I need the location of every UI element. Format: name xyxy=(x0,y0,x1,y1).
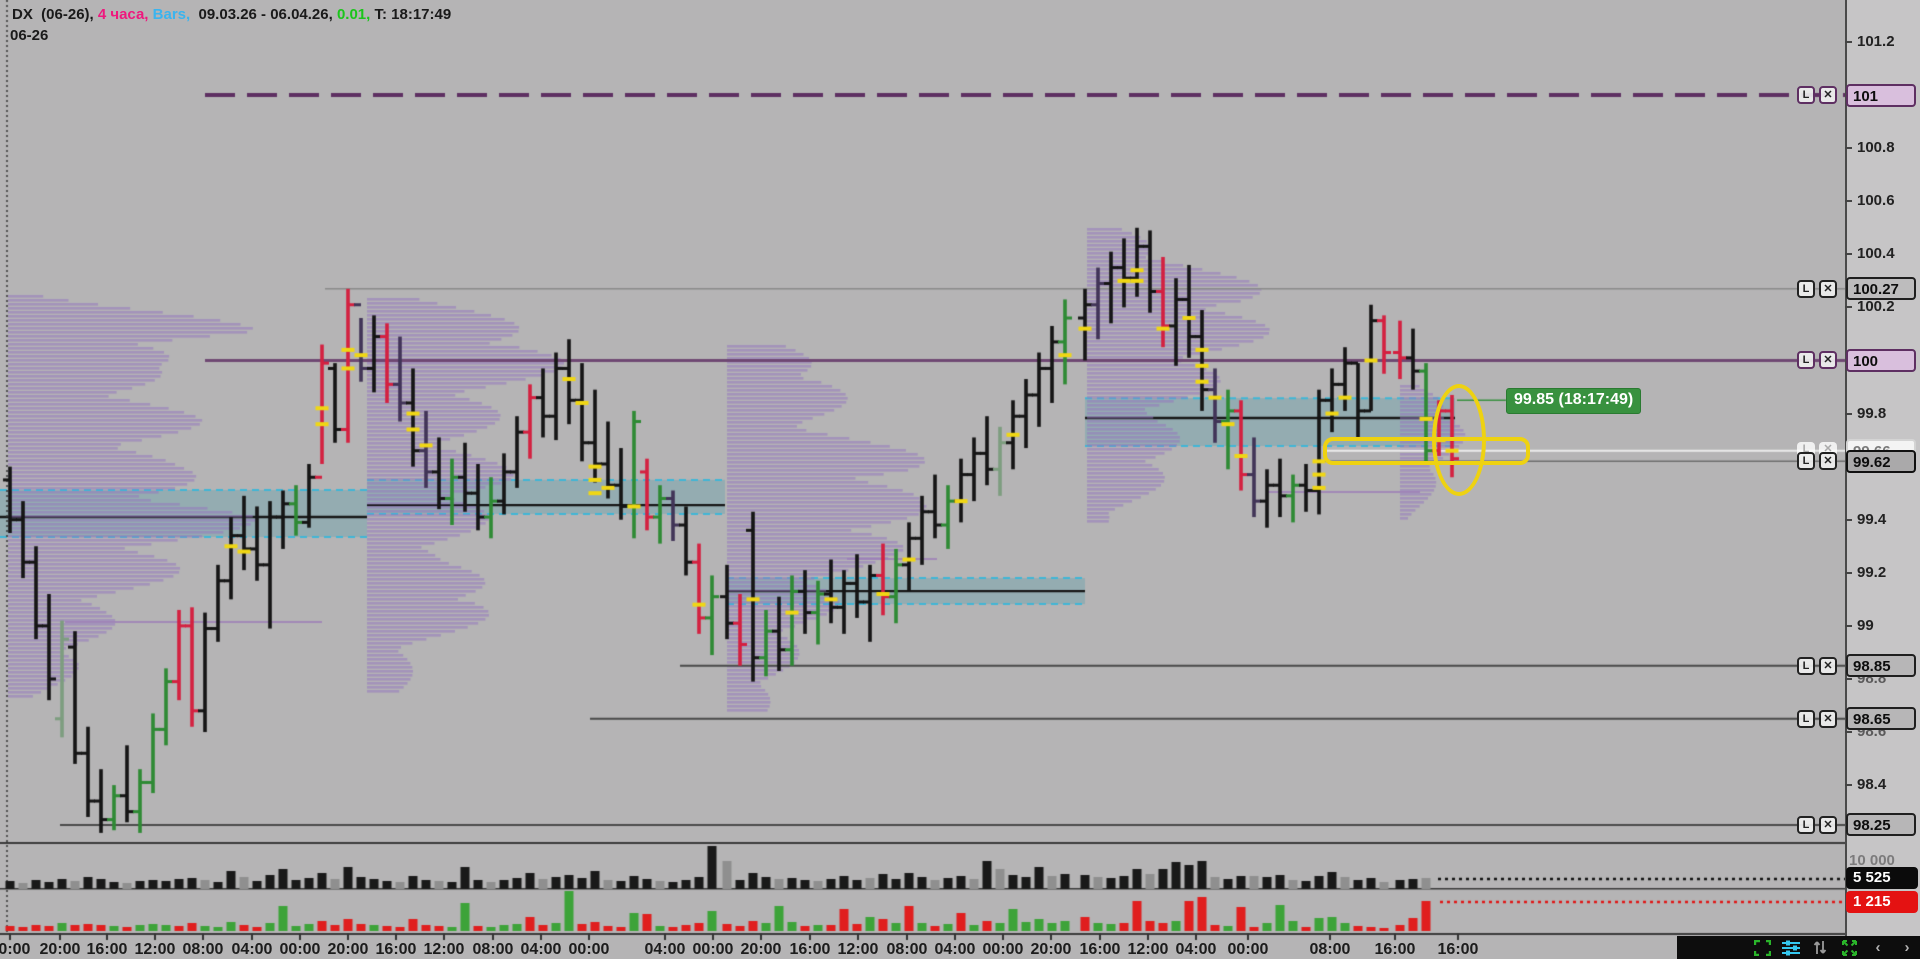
date-range-label: 09.03.26 - 06.04.26, xyxy=(198,6,337,23)
tick-step-label: 0.01, xyxy=(336,6,375,23)
level-close-button-98.25[interactable]: ✕ xyxy=(1819,815,1837,834)
time-axis-label: 04:00 xyxy=(644,941,686,958)
price-level-tag-99.62[interactable]: 99.62 xyxy=(1846,449,1916,473)
price-tick-mark xyxy=(1845,624,1852,627)
price-level-tag-98.85[interactable]: 98.85 xyxy=(1846,654,1916,678)
price-tick-label: 99.4 xyxy=(1857,510,1887,528)
price-tick-label: 100.4 xyxy=(1857,245,1895,263)
price-tick-label: 98.4 xyxy=(1857,776,1887,794)
cumulative-delta-badge: 1 215 xyxy=(1846,891,1918,913)
time-axis-label: 00:00 xyxy=(982,941,1024,958)
time-axis-label: 20:00 xyxy=(327,941,369,958)
autoscale-arrows-icon[interactable] xyxy=(1810,939,1830,957)
level-limit-button-98.65[interactable]: L xyxy=(1797,709,1815,728)
maximize-icon[interactable] xyxy=(1839,939,1859,957)
price-level-tag-98.65[interactable]: 98.65 xyxy=(1846,707,1916,731)
chart-style-label: Bars, xyxy=(152,6,199,23)
time-axis-label: 20:00 xyxy=(39,941,81,958)
price-tick-label: 101.2 xyxy=(1857,33,1895,50)
level-limit-button-98.85[interactable]: L xyxy=(1797,656,1815,675)
time-axis-label: 20:00 xyxy=(740,941,782,958)
price-tick-label: 100.8 xyxy=(1857,139,1895,157)
contract-label: 06-26 xyxy=(10,27,49,44)
next-chevron-icon[interactable]: › xyxy=(1904,938,1910,956)
time-axis-label: 16:00 xyxy=(1437,941,1479,958)
time-axis-label: 16:00 xyxy=(789,941,831,958)
time-axis-label: 08:00 xyxy=(1309,941,1351,958)
time-axis-label: 12:00 xyxy=(837,941,879,958)
highlight-rectangle-drawing[interactable] xyxy=(1323,437,1530,465)
time-axis-label: 08:00 xyxy=(886,941,928,958)
fullscreen-icon[interactable] xyxy=(1752,939,1772,957)
price-level-tag-98.25[interactable]: 98.25 xyxy=(1846,813,1916,837)
time-axis-label: 16:00 xyxy=(375,941,417,958)
prev-chevron-icon[interactable]: ‹ xyxy=(1875,938,1881,956)
level-close-button-98.85[interactable]: ✕ xyxy=(1819,656,1837,675)
price-level-tag-100[interactable]: 100 xyxy=(1846,348,1916,372)
time-axis-label: 00:00 xyxy=(1227,941,1269,958)
alert-price-tooltip: 99.85 (18:17:49) xyxy=(1506,388,1642,414)
price-tick-mark xyxy=(1845,200,1852,203)
chart-toolbar: ‹ › xyxy=(1677,936,1920,959)
time-axis-label: 08:00 xyxy=(472,941,514,958)
time-axis-label: 04:00 xyxy=(1175,941,1217,958)
price-tick-mark xyxy=(1845,253,1852,256)
chart-header: DX (06-26), 4 часа, Bars, 09.03.26 - 06.… xyxy=(12,6,451,23)
volume-scale-label: 10 000 xyxy=(1849,852,1895,869)
time-axis-label: 12:00 xyxy=(1127,941,1169,958)
level-close-button-100[interactable]: ✕ xyxy=(1819,351,1837,370)
price-tick-mark xyxy=(1845,412,1852,415)
time-axis-label: 00:00 xyxy=(279,941,321,958)
time-axis-label: 04:00 xyxy=(934,941,976,958)
symbol-label: DX (06-26), xyxy=(12,6,98,23)
level-limit-button-101[interactable]: L xyxy=(1797,86,1815,105)
price-tick-mark xyxy=(1845,677,1852,680)
time-axis-label: 08:00 xyxy=(182,941,224,958)
price-level-tag-100.27[interactable]: 100.27 xyxy=(1846,277,1916,301)
price-tick-mark xyxy=(1845,41,1852,43)
time-axis-label: 20:00 xyxy=(1030,941,1072,958)
level-limit-button-100[interactable]: L xyxy=(1797,351,1815,370)
level-close-button-98.65[interactable]: ✕ xyxy=(1819,709,1837,728)
time-axis-label: 12:00 xyxy=(423,941,465,958)
price-tick-label: 99.2 xyxy=(1857,563,1887,581)
price-tick-label: 99 xyxy=(1857,616,1874,634)
level-limit-button-99.62[interactable]: L xyxy=(1797,452,1815,471)
interval-label: 4 часа, xyxy=(97,6,153,23)
highlight-ellipse-drawing[interactable] xyxy=(1432,384,1486,496)
price-tick-mark xyxy=(1845,147,1852,150)
settings-sliders-icon[interactable] xyxy=(1781,939,1801,957)
time-axis-label: 04:00 xyxy=(231,941,273,958)
time-axis-label: 00:00 xyxy=(692,941,734,958)
time-axis-label: 00:00 xyxy=(568,941,610,958)
price-tick-mark xyxy=(1845,784,1852,787)
time-axis-label: 00:00 xyxy=(0,941,31,958)
server-time-label: T: 18:17:49 xyxy=(374,6,452,23)
price-tick-mark xyxy=(1845,571,1852,574)
level-close-button-99.62[interactable]: ✕ xyxy=(1819,452,1837,471)
time-axis-label: 12:00 xyxy=(134,941,176,958)
price-tick-mark xyxy=(1845,306,1852,309)
price-level-tag-101[interactable]: 101 xyxy=(1846,83,1916,107)
time-axis-label: 16:00 xyxy=(1079,941,1121,958)
time-axis-label: 16:00 xyxy=(1374,941,1416,958)
price-tick-mark xyxy=(1845,518,1852,521)
level-close-button-100.27[interactable]: ✕ xyxy=(1819,279,1837,298)
price-tick-label: 100.2 xyxy=(1857,298,1895,316)
time-axis-label: 04:00 xyxy=(520,941,562,958)
price-tick-label: 99.8 xyxy=(1857,404,1887,422)
level-close-button-101[interactable]: ✕ xyxy=(1819,86,1837,105)
level-limit-button-98.25[interactable]: L xyxy=(1797,815,1815,834)
time-axis-label: 16:00 xyxy=(86,941,128,958)
price-tick-mark xyxy=(1845,731,1852,734)
cumulative-volume-badge: 5 525 xyxy=(1846,867,1918,889)
price-tick-label: 100.6 xyxy=(1857,192,1895,210)
level-limit-button-100.27[interactable]: L xyxy=(1797,279,1815,298)
